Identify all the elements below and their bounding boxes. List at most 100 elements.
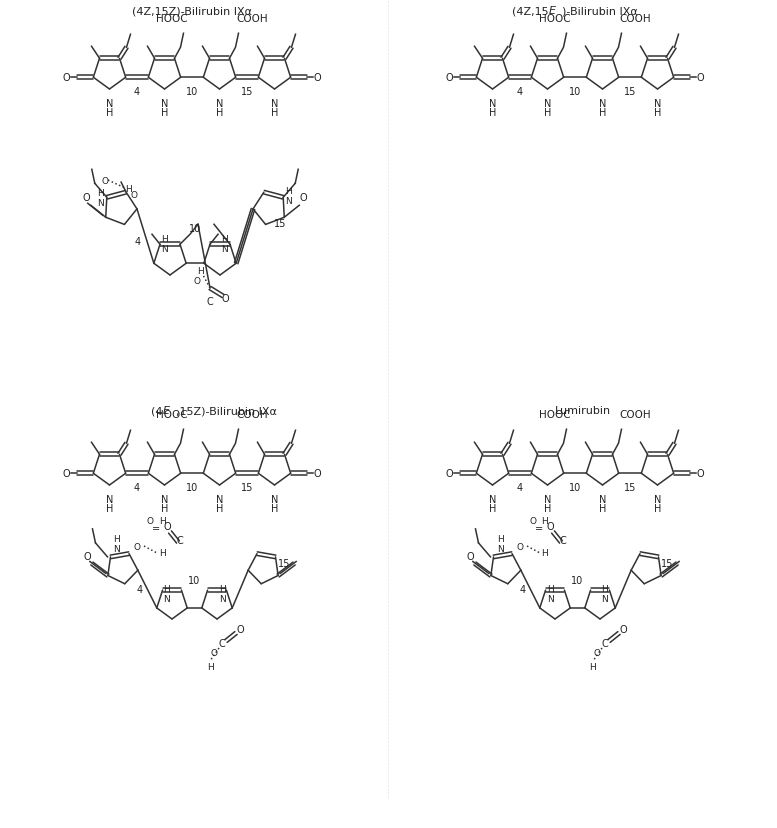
Text: H: H xyxy=(489,503,497,513)
Text: =: = xyxy=(152,523,160,533)
Text: H: H xyxy=(599,503,606,513)
Text: H: H xyxy=(489,108,497,118)
Text: H: H xyxy=(601,584,608,593)
Text: O: O xyxy=(62,469,70,479)
Text: 15: 15 xyxy=(274,219,286,229)
Text: 15: 15 xyxy=(624,483,636,493)
Text: N: N xyxy=(162,244,169,253)
Text: 4: 4 xyxy=(517,87,523,97)
Text: Lumirubin: Lumirubin xyxy=(555,406,611,416)
Text: N: N xyxy=(113,544,120,553)
Text: H: H xyxy=(207,662,214,672)
Text: O: O xyxy=(211,648,218,657)
Text: 10: 10 xyxy=(189,224,201,233)
Text: H: H xyxy=(599,108,606,118)
Text: H: H xyxy=(271,108,278,118)
Text: N: N xyxy=(96,200,103,209)
Text: N: N xyxy=(218,594,225,603)
Text: 10: 10 xyxy=(569,483,581,493)
Text: H: H xyxy=(161,503,168,513)
Text: O: O xyxy=(299,193,307,203)
Text: (4Z,15: (4Z,15 xyxy=(512,6,549,16)
Text: 10: 10 xyxy=(188,575,200,585)
Text: N: N xyxy=(601,594,608,603)
Text: (4: (4 xyxy=(152,406,163,416)
Text: ,15Z)-Bilirubin IXα: ,15Z)-Bilirubin IXα xyxy=(176,406,277,416)
Text: HOOC: HOOC xyxy=(155,410,187,420)
Text: H: H xyxy=(216,108,223,118)
Text: H: H xyxy=(542,516,549,525)
Text: 10: 10 xyxy=(569,87,581,97)
Text: O: O xyxy=(546,522,554,532)
Text: O: O xyxy=(102,176,109,185)
Text: O: O xyxy=(445,469,453,479)
Text: H: H xyxy=(216,503,223,513)
Text: HOOC: HOOC xyxy=(155,14,187,24)
Text: N: N xyxy=(599,99,606,108)
Text: H: H xyxy=(284,186,291,195)
Text: 15: 15 xyxy=(660,558,673,568)
Text: O: O xyxy=(83,551,91,561)
Text: (4Z,15Z)-Bilirubin IXα: (4Z,15Z)-Bilirubin IXα xyxy=(132,6,252,16)
Text: C: C xyxy=(207,296,214,306)
Text: N: N xyxy=(489,99,497,108)
Text: N: N xyxy=(271,494,278,504)
Text: H: H xyxy=(653,503,661,513)
Text: 4: 4 xyxy=(134,483,140,493)
Text: H: H xyxy=(124,185,131,193)
Text: 15: 15 xyxy=(278,558,290,568)
Text: 4: 4 xyxy=(134,237,141,247)
Text: C: C xyxy=(559,536,566,546)
Text: N: N xyxy=(216,99,223,108)
Text: H: H xyxy=(106,108,113,118)
Text: 10: 10 xyxy=(186,87,198,97)
Text: N: N xyxy=(544,494,551,504)
Text: 10: 10 xyxy=(186,483,198,493)
Text: H: H xyxy=(547,584,553,593)
Text: O: O xyxy=(193,277,200,286)
Text: C: C xyxy=(176,536,183,546)
Text: N: N xyxy=(216,494,223,504)
Text: C: C xyxy=(601,638,608,648)
Text: N: N xyxy=(271,99,278,108)
Text: O: O xyxy=(445,73,453,83)
Text: O: O xyxy=(131,190,138,200)
Text: O: O xyxy=(466,551,474,561)
Text: H: H xyxy=(271,503,278,513)
Text: COOH: COOH xyxy=(237,410,268,420)
Text: O: O xyxy=(529,516,536,525)
Text: H: H xyxy=(106,503,113,513)
Text: N: N xyxy=(547,594,553,603)
Text: O: O xyxy=(517,542,524,551)
Text: E: E xyxy=(549,6,556,16)
Text: H: H xyxy=(218,584,225,593)
Text: H: H xyxy=(197,267,204,277)
Text: O: O xyxy=(619,624,627,634)
Text: COOH: COOH xyxy=(620,14,651,24)
Text: HOOC: HOOC xyxy=(538,410,570,420)
Text: 15: 15 xyxy=(624,87,636,97)
Text: C: C xyxy=(218,638,225,648)
Text: N: N xyxy=(161,494,168,504)
Text: O: O xyxy=(134,542,141,551)
Text: 4: 4 xyxy=(519,585,525,595)
Text: =: = xyxy=(535,523,543,533)
Text: H: H xyxy=(590,662,597,672)
Text: N: N xyxy=(497,544,503,553)
Text: 4: 4 xyxy=(136,585,142,595)
Text: H: H xyxy=(164,584,170,593)
Text: 4: 4 xyxy=(134,87,140,97)
Text: H: H xyxy=(96,190,103,198)
Text: 15: 15 xyxy=(241,483,253,493)
Text: O: O xyxy=(697,73,705,83)
Text: N: N xyxy=(106,494,113,504)
Text: N: N xyxy=(544,99,551,108)
Text: N: N xyxy=(221,244,228,253)
Text: H: H xyxy=(161,108,168,118)
Text: H: H xyxy=(544,108,551,118)
Text: H: H xyxy=(113,534,120,543)
Text: O: O xyxy=(236,624,244,634)
Text: E: E xyxy=(163,406,170,416)
Text: O: O xyxy=(163,522,171,532)
Text: N: N xyxy=(164,594,170,603)
